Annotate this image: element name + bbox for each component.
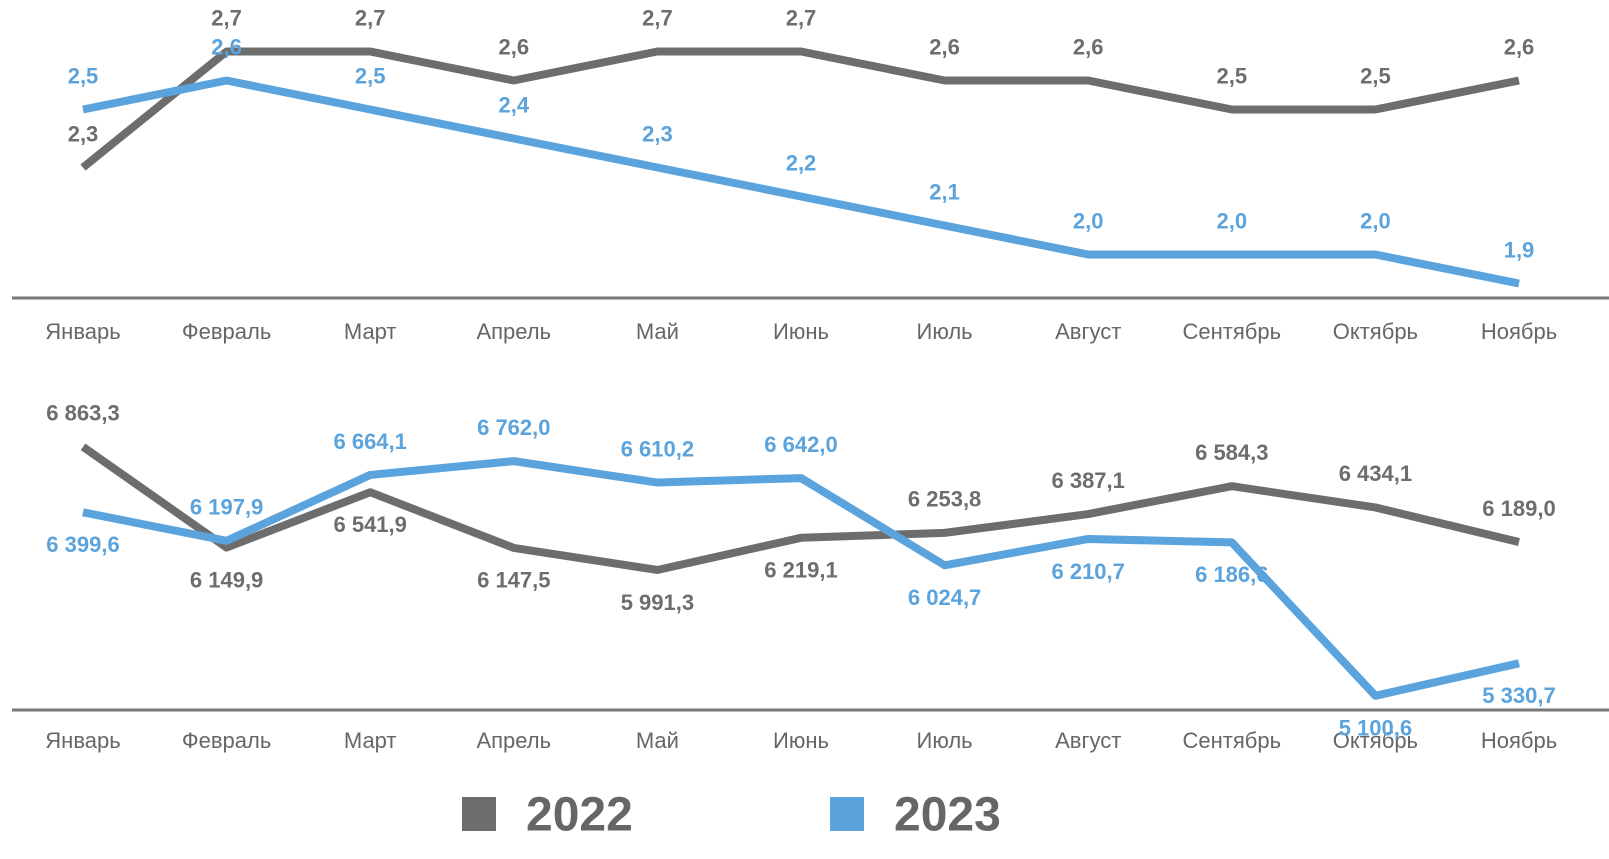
x-tick-label: Февраль xyxy=(182,319,271,344)
x-tick-label: Октябрь xyxy=(1333,728,1418,753)
data-label: 2,6 xyxy=(1073,34,1104,59)
x-tick-label: Июнь xyxy=(773,728,829,753)
x-tick-label: Ноябрь xyxy=(1481,728,1557,753)
x-tick-label: Январь xyxy=(45,728,120,753)
x-tick-label: Май xyxy=(636,728,679,753)
x-tick-label: Март xyxy=(344,319,397,344)
data-label: 2,7 xyxy=(211,5,242,30)
data-label: 2,7 xyxy=(642,5,673,30)
data-label: 2,6 xyxy=(211,34,242,59)
data-label: 2,2 xyxy=(786,150,817,175)
data-label: 5 100,6 xyxy=(1339,716,1412,741)
data-label: 6 189,0 xyxy=(1482,496,1555,521)
data-label: 6 210,7 xyxy=(1051,559,1124,584)
legend-swatch xyxy=(830,797,864,831)
data-label: 2,5 xyxy=(68,63,99,88)
data-label: 2,5 xyxy=(1217,63,1248,88)
data-label: 1,9 xyxy=(1504,237,1535,262)
x-tick-label: Октябрь xyxy=(1333,319,1418,344)
data-label: 2,1 xyxy=(929,179,960,204)
x-tick-label: Май xyxy=(636,319,679,344)
data-label: 6 399,6 xyxy=(46,532,119,557)
line-series xyxy=(82,76,1520,288)
x-tick-label: Сентябрь xyxy=(1183,728,1282,753)
data-label: 2,3 xyxy=(68,121,99,146)
data-label: 5 330,7 xyxy=(1482,683,1555,708)
data-label: 6 434,1 xyxy=(1339,461,1412,486)
data-label: 6 541,9 xyxy=(333,512,406,537)
x-tick-label: Июнь xyxy=(773,319,829,344)
data-label: 2,0 xyxy=(1217,208,1248,233)
data-label: 5 991,3 xyxy=(621,590,694,615)
data-label: 2,6 xyxy=(929,34,960,59)
x-tick-label: Апрель xyxy=(476,728,551,753)
data-label: 6 197,9 xyxy=(190,495,263,520)
legend-swatch xyxy=(462,797,496,831)
x-tick-label: Январь xyxy=(45,319,120,344)
x-tick-label: Июль xyxy=(917,728,973,753)
data-label: 2,6 xyxy=(499,34,530,59)
x-tick-label: Апрель xyxy=(476,319,551,344)
data-label: 6 024,7 xyxy=(908,585,981,610)
line-series xyxy=(80,443,1520,574)
data-label: 2,5 xyxy=(355,63,386,88)
x-tick-label: Ноябрь xyxy=(1481,319,1557,344)
data-label: 2,5 xyxy=(1360,63,1391,88)
x-tick-label: Март xyxy=(344,728,397,753)
data-label: 6 147,5 xyxy=(477,568,550,593)
x-tick-label: Февраль xyxy=(182,728,271,753)
data-label: 2,7 xyxy=(355,5,386,30)
line-series xyxy=(80,47,1520,171)
data-label: 6 642,0 xyxy=(764,432,837,457)
data-label: 2,0 xyxy=(1073,208,1104,233)
data-label: 6 664,1 xyxy=(333,429,406,454)
data-label: 6 149,9 xyxy=(190,567,263,592)
data-label: 2,3 xyxy=(642,121,673,146)
x-tick-label: Август xyxy=(1055,728,1121,753)
data-label: 6 762,0 xyxy=(477,415,550,440)
x-tick-label: Июль xyxy=(917,319,973,344)
data-label: 2,4 xyxy=(499,92,530,117)
data-label: 6 610,2 xyxy=(621,436,694,461)
data-label: 2,0 xyxy=(1360,208,1391,233)
data-label: 6 186,6 xyxy=(1195,562,1268,587)
line-series xyxy=(82,457,1520,700)
data-label: 6 863,3 xyxy=(46,401,119,426)
data-label: 6 584,3 xyxy=(1195,440,1268,465)
legend-label: 2023 xyxy=(894,789,1001,842)
data-label: 2,6 xyxy=(1504,34,1535,59)
x-tick-label: Сентябрь xyxy=(1183,319,1282,344)
legend-label: 2022 xyxy=(526,789,633,842)
data-label: 6 219,1 xyxy=(764,558,837,583)
data-label: 6 253,8 xyxy=(908,487,981,512)
x-tick-label: Август xyxy=(1055,319,1121,344)
data-label: 6 387,1 xyxy=(1051,468,1124,493)
data-label: 2,7 xyxy=(786,5,817,30)
